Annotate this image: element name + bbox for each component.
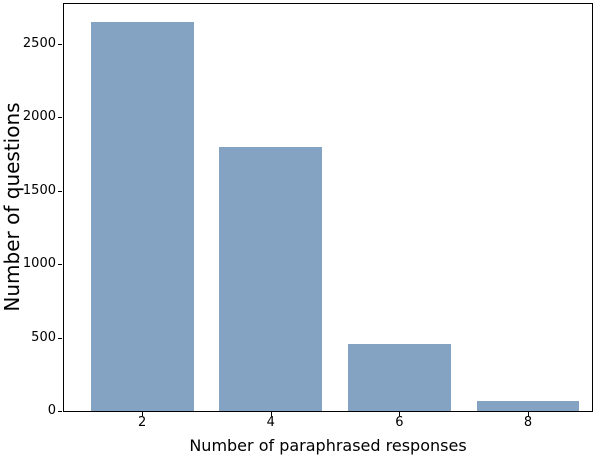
x-tick-mark — [270, 412, 272, 416]
bar-x4 — [219, 146, 323, 411]
bar-x8 — [476, 401, 580, 411]
bar-x6 — [347, 343, 451, 411]
y-tick-mark — [58, 264, 62, 266]
y-tick-label: 1500 — [22, 182, 56, 198]
x-tick-label: 6 — [395, 415, 404, 430]
x-tick-label: 4 — [266, 415, 275, 430]
y-tick-mark — [58, 411, 62, 412]
plot-area — [63, 3, 593, 412]
x-tick-mark — [142, 412, 144, 416]
x-axis-title: Number of paraphrased responses — [189, 436, 467, 455]
y-axis-title: Number of questions — [0, 102, 24, 312]
y-tick-mark — [58, 190, 62, 192]
y-tick-mark — [58, 44, 62, 46]
y-tick-label: 500 — [31, 329, 56, 345]
y-tick-mark — [58, 117, 62, 119]
bar-x2 — [90, 22, 194, 411]
x-tick-label: 8 — [523, 415, 533, 430]
y-tick-label: 2500 — [22, 36, 56, 52]
x-tick-label: 2 — [137, 415, 147, 430]
y-tick-label: 2000 — [22, 109, 56, 125]
y-tick-label: 0 — [47, 403, 56, 418]
y-tick-mark — [58, 337, 62, 339]
x-tick-mark — [528, 412, 530, 416]
x-tick-mark — [399, 412, 401, 416]
y-tick-label: 1000 — [22, 256, 56, 272]
